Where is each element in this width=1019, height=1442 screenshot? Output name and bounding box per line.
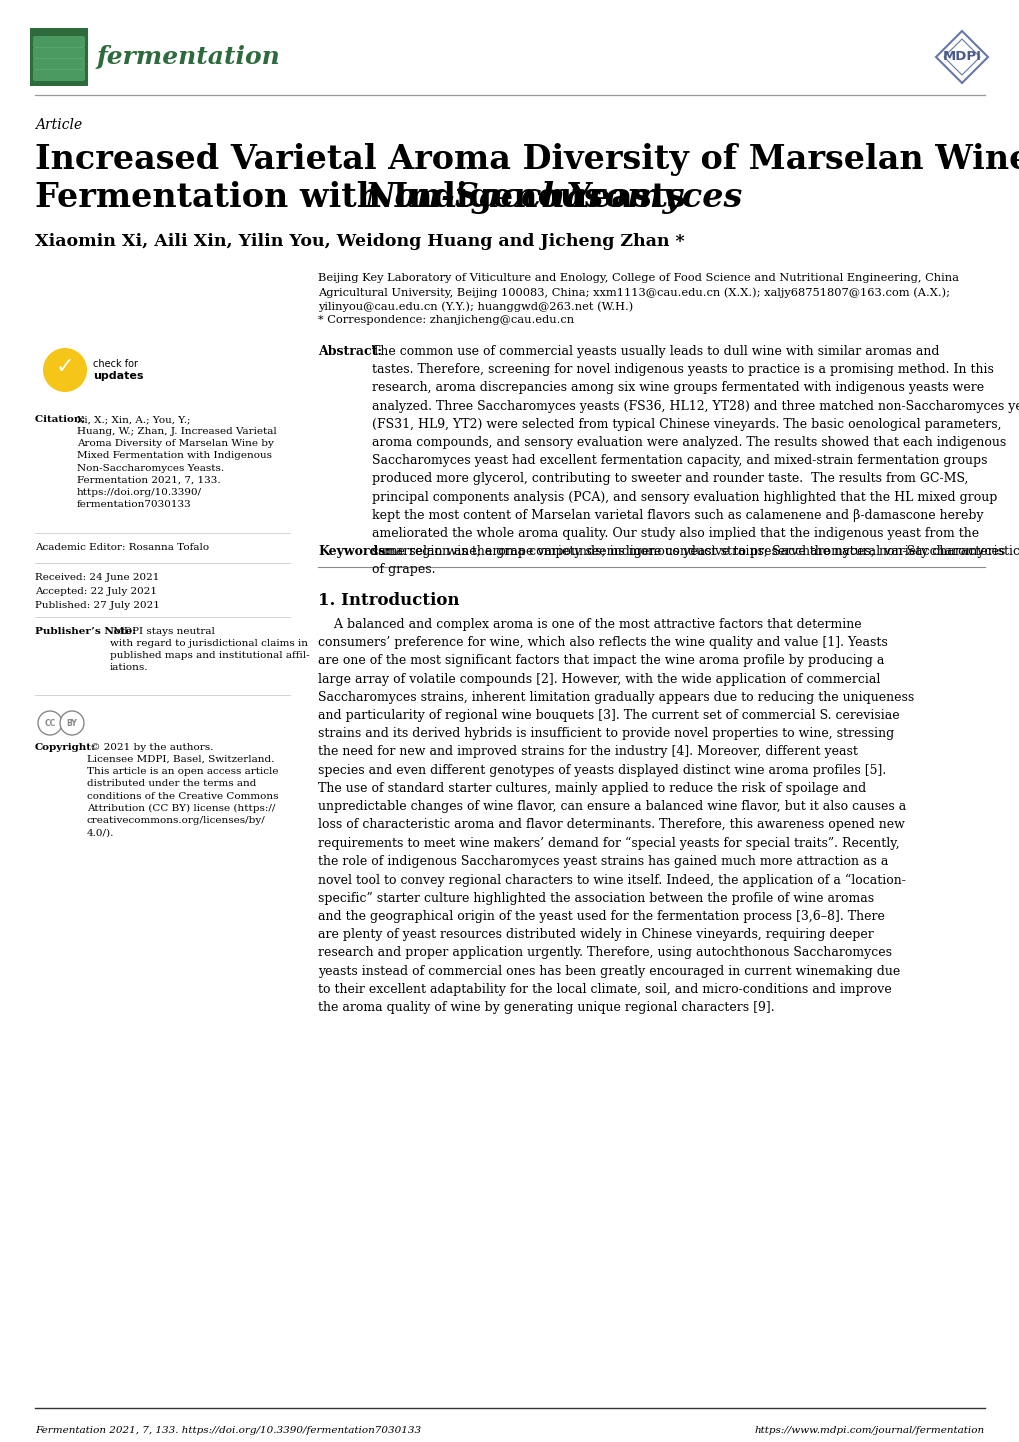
FancyBboxPatch shape xyxy=(34,69,85,81)
Text: BY: BY xyxy=(66,718,77,728)
Text: ✓: ✓ xyxy=(56,358,74,376)
FancyBboxPatch shape xyxy=(34,48,85,59)
Circle shape xyxy=(60,711,84,735)
Text: Article: Article xyxy=(35,118,83,133)
FancyBboxPatch shape xyxy=(34,59,85,69)
Text: Published: 27 July 2021: Published: 27 July 2021 xyxy=(35,601,160,610)
Text: updates: updates xyxy=(93,371,144,381)
Text: 1. Introduction: 1. Introduction xyxy=(318,593,459,609)
Text: Non-Saccharomyces: Non-Saccharomyces xyxy=(365,182,743,213)
Text: CC: CC xyxy=(45,718,56,728)
Text: * Correspondence: zhanjicheng@cau.edu.cn: * Correspondence: zhanjicheng@cau.edu.cn xyxy=(318,314,574,324)
Text: Agricultural University, Beijing 100083, China; xxm1113@cau.edu.cn (X.X.); xaljy: Agricultural University, Beijing 100083,… xyxy=(318,287,949,297)
Text: Yeasts: Yeasts xyxy=(556,182,685,213)
Text: A balanced and complex aroma is one of the most attractive factors that determin: A balanced and complex aroma is one of t… xyxy=(318,619,913,1014)
Text: Publisher’s Note:: Publisher’s Note: xyxy=(35,627,136,636)
Text: Accepted: 22 July 2021: Accepted: 22 July 2021 xyxy=(35,587,157,596)
Text: Received: 24 June 2021: Received: 24 June 2021 xyxy=(35,572,159,583)
Text: check for: check for xyxy=(93,359,138,369)
Circle shape xyxy=(38,711,62,735)
Text: Fermentation with Indigenous: Fermentation with Indigenous xyxy=(35,182,613,213)
Text: https://www.mdpi.com/journal/fermentation: https://www.mdpi.com/journal/fermentatio… xyxy=(754,1426,984,1435)
Text: Keywords:: Keywords: xyxy=(318,545,389,558)
Text: Xi, X.; Xin, A.; You, Y.;
Huang, W.; Zhan, J. Increased Varietal
Aroma Diversity: Xi, X.; Xin, A.; You, Y.; Huang, W.; Zha… xyxy=(76,415,276,509)
Text: marselan wine; aroma compounds; indigenous yeast strains; Saccharomyces; non-Sac: marselan wine; aroma compounds; indigeno… xyxy=(380,545,1005,558)
Text: Xiaomin Xi, Aili Xin, Yilin You, Weidong Huang and Jicheng Zhan *: Xiaomin Xi, Aili Xin, Yilin You, Weidong… xyxy=(35,234,684,249)
Text: yilinyou@cau.edu.cn (Y.Y.); huanggwd@263.net (W.H.): yilinyou@cau.edu.cn (Y.Y.); huanggwd@263… xyxy=(318,301,633,311)
Text: fermentation: fermentation xyxy=(96,45,279,69)
Text: Citation:: Citation: xyxy=(35,415,93,424)
Text: Increased Varietal Aroma Diversity of Marselan Wine by Mixed: Increased Varietal Aroma Diversity of Ma… xyxy=(35,143,1019,176)
Text: MDPI stays neutral
with regard to jurisdictional claims in
published maps and in: MDPI stays neutral with regard to jurisd… xyxy=(110,627,310,672)
Bar xyxy=(30,27,88,87)
FancyBboxPatch shape xyxy=(34,36,85,48)
Text: The common use of commercial yeasts usually leads to dull wine with similar arom: The common use of commercial yeasts usua… xyxy=(372,345,1019,577)
Text: Copyright:: Copyright: xyxy=(35,743,96,751)
Text: Academic Editor: Rosanna Tofalo: Academic Editor: Rosanna Tofalo xyxy=(35,544,209,552)
Text: Beijing Key Laboratory of Viticulture and Enology, College of Food Science and N: Beijing Key Laboratory of Viticulture an… xyxy=(318,273,958,283)
Text: Abstract:: Abstract: xyxy=(318,345,382,358)
Text: MDPI: MDPI xyxy=(942,50,980,63)
Text: Fermentation 2021, 7, 133. https://doi.org/10.3390/fermentation7030133: Fermentation 2021, 7, 133. https://doi.o… xyxy=(35,1426,421,1435)
Circle shape xyxy=(43,348,87,392)
Text: © 2021 by the authors.
Licensee MDPI, Basel, Switzerland.
This article is an ope: © 2021 by the authors. Licensee MDPI, Ba… xyxy=(87,743,278,838)
